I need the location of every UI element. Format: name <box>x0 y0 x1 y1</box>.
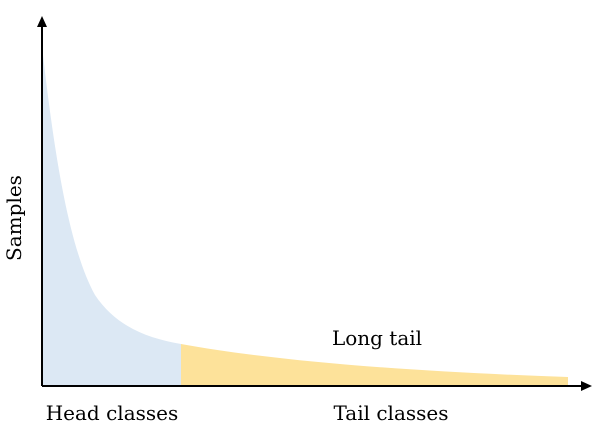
y-axis-arrow <box>37 16 47 27</box>
x-axis-arrow <box>581 381 592 391</box>
tail-label: Tail classes <box>333 401 448 425</box>
tail-area <box>181 344 568 386</box>
head-area <box>43 55 181 386</box>
y-axis-label: Samples <box>2 175 26 261</box>
head-label: Head classes <box>46 401 179 425</box>
annotation: Long tail <box>332 326 422 350</box>
